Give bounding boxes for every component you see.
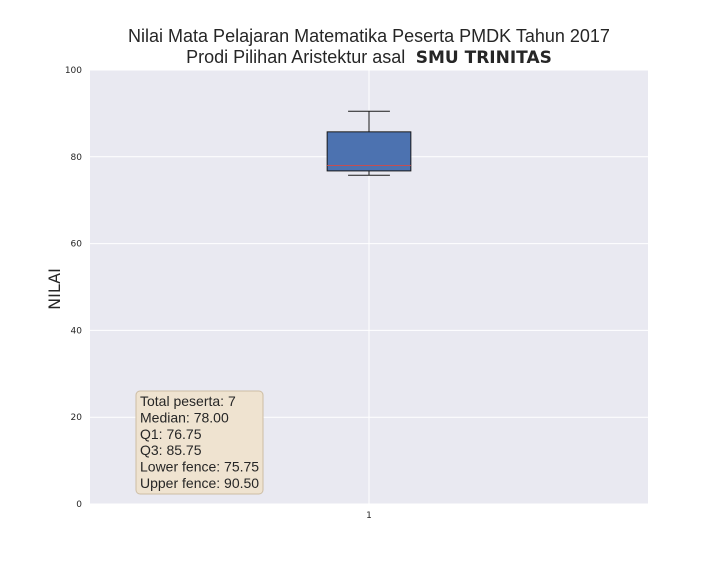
box-q1-q3 bbox=[326, 131, 412, 172]
stats-box-background bbox=[135, 390, 264, 495]
y-tick-labels: 0 20 40 60 80 100 bbox=[65, 66, 82, 510]
y-tick-label-40: 40 bbox=[71, 326, 83, 336]
stats-line-3: Q1: 76.75 bbox=[140, 426, 202, 442]
x-tick-label-1: 1 bbox=[366, 511, 372, 521]
chart-title-group: Nilai Mata Pelajaran Matematika Peserta … bbox=[128, 26, 610, 68]
chart-title-line2: Prodi Pilihan Aristektur asal SMU TRINIT… bbox=[186, 47, 552, 68]
stats-line-1: Total peserta: 7 bbox=[140, 393, 236, 409]
y-tick-label-20: 20 bbox=[71, 413, 83, 423]
chart-title-line2-bold: SMU TRINITAS bbox=[416, 48, 552, 68]
y-tick-label-0: 0 bbox=[76, 500, 82, 510]
x-tick-labels: 1 bbox=[366, 511, 372, 521]
y-tick-label-60: 60 bbox=[71, 240, 83, 250]
y-axis-label: NILAI bbox=[45, 268, 64, 310]
stats-line-6: Upper fence: 90.50 bbox=[140, 475, 259, 491]
chart-title-line2-prefix: Prodi Pilihan Aristektur asal bbox=[186, 47, 405, 67]
stats-line-5: Lower fence: 75.75 bbox=[140, 459, 259, 475]
y-tick-label-100: 100 bbox=[65, 66, 82, 76]
stats-line-4: Q3: 85.75 bbox=[140, 442, 202, 458]
y-tick-label-80: 80 bbox=[71, 153, 83, 163]
chart-title-line1: Nilai Mata Pelajaran Matematika Peserta … bbox=[128, 26, 610, 46]
stats-line-2: Median: 78.00 bbox=[140, 409, 229, 425]
box-plot-series bbox=[326, 110, 412, 176]
